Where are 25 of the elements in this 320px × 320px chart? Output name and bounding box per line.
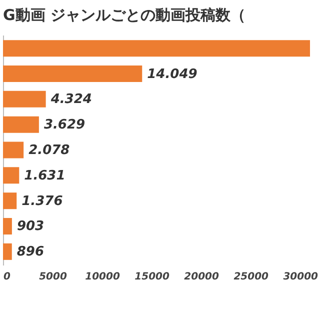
- data-label: 903: [16, 219, 44, 234]
- data-label: 14.049: [147, 66, 198, 82]
- data-label: 4.324: [50, 92, 92, 108]
- chart-title: G動画 ジャンルごとの動画投稿数（: [3, 6, 246, 24]
- x-tick-label: 5000: [39, 272, 67, 282]
- bar: [3, 65, 142, 82]
- data-label: 1.631: [24, 168, 66, 184]
- x-tick-label: 15000: [134, 272, 170, 282]
- bar: [3, 167, 20, 184]
- data-label: 1.376: [22, 194, 63, 209]
- data-label: 896: [16, 244, 44, 260]
- bar: [3, 218, 12, 235]
- bar: [3, 40, 310, 57]
- bar: [3, 90, 46, 108]
- bar: [3, 243, 12, 260]
- x-tick-label: 20000: [184, 272, 219, 282]
- bar: [3, 116, 39, 133]
- x-tick-label: 30000: [283, 272, 318, 282]
- x-tick-label: 0: [4, 272, 10, 282]
- bar: [3, 192, 17, 210]
- data-label: 2.078: [28, 143, 70, 158]
- x-tick-label: 25000: [234, 272, 269, 282]
- bar: [3, 142, 24, 158]
- x-tick-label: 10000: [85, 272, 120, 282]
- data-label: 3.629: [44, 118, 86, 133]
